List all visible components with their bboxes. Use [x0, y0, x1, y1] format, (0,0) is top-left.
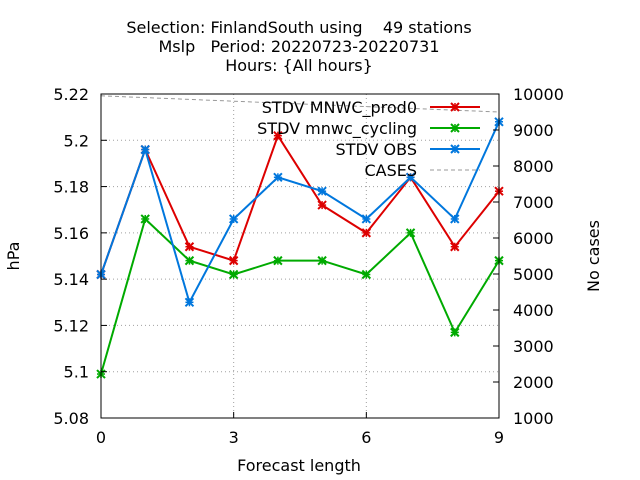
- title-line-1: Selection: FinlandSouth using 49 station…: [126, 18, 471, 37]
- title-line-3: Hours: {All hours}: [225, 56, 373, 75]
- data-point-stdv-mnwc-cycling: [228, 269, 239, 280]
- y2-tick-label: 2000: [513, 373, 554, 392]
- y-tick-label: 5.12: [53, 316, 89, 335]
- y2-tick-label: 8000: [513, 157, 554, 176]
- data-point-stdv-mnwc-prod0: [361, 228, 372, 238]
- ticks: 0 3 6 9 5.08 5.1 5.12 5.14 5.16 5.18 5.2 5.22 1000 20…: [53, 85, 564, 447]
- data-point-stdv-obs: [405, 172, 416, 183]
- series-line-cases: [100, 95, 500, 113]
- y2-tick-label: 6000: [513, 229, 554, 248]
- data-point-stdv-obs: [184, 297, 195, 307]
- title-line-2: Mslp Period: 20220723-20220731: [158, 37, 439, 56]
- data-point-stdv-mnwc-prod0: [317, 200, 327, 210]
- data-point-stdv-mnwc-prod0: [184, 242, 195, 252]
- x-tick-label: 0: [96, 428, 106, 447]
- x-axis-label: Forecast length: [237, 456, 361, 475]
- y-tick-label: 5.22: [53, 85, 89, 104]
- y-tick-label: 5.14: [53, 270, 89, 289]
- y2-axis-label: No cases: [584, 220, 603, 292]
- data-point-stdv-mnwc-cycling: [140, 214, 150, 224]
- chart-title: Selection: FinlandSouth using 49 station…: [126, 18, 471, 75]
- series-line-stdv-obs: [100, 121, 500, 305]
- data-point-stdv-mnwc-cycling: [317, 255, 327, 266]
- data-point-stdv-obs: [450, 214, 460, 224]
- y-tick-label: 5.18: [53, 178, 89, 197]
- data-point-stdv-mnwc-cycling: [184, 255, 195, 266]
- legend-label: STDV OBS: [336, 140, 417, 159]
- data-point-stdv-mnwc-cycling: [273, 255, 283, 266]
- data-point-stdv-obs: [361, 214, 372, 224]
- y2-tick-label: 10000: [513, 85, 564, 104]
- x-tick-label: 3: [229, 428, 239, 447]
- x-tick-label: 9: [494, 428, 504, 447]
- data-point-stdv-mnwc-cycling: [361, 269, 372, 280]
- plot-border: [100, 93, 500, 419]
- legend-entry-stdv-obs: STDV OBS: [336, 140, 480, 159]
- data-point-stdv-mnwc-prod0: [273, 130, 283, 141]
- legend-entry-stdv-mnwc-cycling: STDV mnwc_cycling: [257, 119, 480, 139]
- legend-label: STDV MNWC_prod0: [262, 98, 417, 118]
- legend-marker: [450, 102, 460, 112]
- legend-marker: [450, 123, 460, 133]
- y-tick-label: 5.1: [64, 363, 89, 382]
- y2-tick-label: 3000: [513, 337, 554, 356]
- legend-label: CASES: [364, 161, 417, 180]
- legend-entry-cases: CASES: [364, 161, 480, 180]
- data-point-stdv-obs: [228, 214, 239, 224]
- data-point-stdv-obs: [140, 144, 150, 155]
- y-axis-label: hPa: [4, 242, 23, 271]
- grid: [101, 94, 499, 418]
- y-tick-label: 5.16: [53, 224, 89, 243]
- y2-tick-label: 7000: [513, 193, 554, 212]
- series-line-stdv-mnwc-cycling: [100, 217, 500, 375]
- data-point-stdv-obs: [317, 186, 327, 196]
- data-point-stdv-mnwc-cycling: [450, 327, 460, 338]
- legend-marker: [450, 144, 460, 154]
- legend-label: STDV mnwc_cycling: [257, 119, 417, 139]
- y2-tick-label: 9000: [513, 121, 554, 140]
- data-point-stdv-mnwc-cycling: [405, 228, 416, 238]
- data-point-stdv-obs: [273, 172, 283, 183]
- y-tick-label: 5.2: [64, 131, 89, 150]
- legend-entry-stdv-mnwc-prod0: STDV MNWC_prod0: [262, 98, 480, 118]
- y2-tick-label: 5000: [513, 265, 554, 284]
- y2-tick-label: 4000: [513, 301, 554, 320]
- y2-tick-label: 1000: [513, 409, 554, 428]
- data-point-stdv-mnwc-prod0: [228, 255, 239, 266]
- x-tick-label: 6: [361, 428, 371, 447]
- series-layer: [96, 95, 504, 379]
- y-tick-label: 5.08: [53, 409, 89, 428]
- series-line-stdv-mnwc-prod0: [100, 133, 500, 275]
- data-point-stdv-mnwc-prod0: [450, 242, 460, 252]
